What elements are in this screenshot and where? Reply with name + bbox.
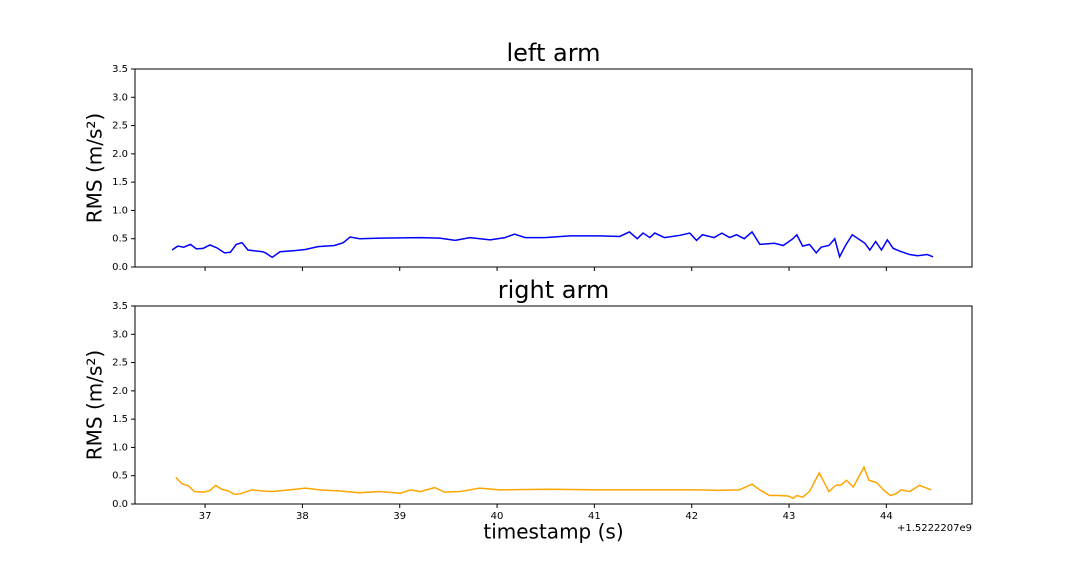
y-tick-label: 2.0 — [112, 386, 128, 397]
x-tick-label: 42 — [685, 511, 698, 522]
x-axis-label: timestamp (s) — [483, 520, 623, 544]
x-tick-label: 43 — [783, 511, 796, 522]
x-tick-label: 37 — [199, 511, 212, 522]
y-axis-label: RMS (m/s²) — [83, 113, 107, 223]
y-tick-label: 0.0 — [112, 262, 128, 273]
x-tick-label: 38 — [296, 511, 309, 522]
x-tick-label: 39 — [393, 511, 406, 522]
y-tick-label: 1.5 — [112, 177, 128, 188]
subplot-title: right arm — [498, 276, 610, 304]
y-tick-label: 1.0 — [112, 442, 128, 453]
y-tick-label: 0.0 — [112, 499, 128, 510]
y-tick-label: 0.5 — [112, 234, 128, 245]
subplot-title: left arm — [506, 39, 600, 67]
y-tick-label: 1.5 — [112, 414, 128, 425]
data-line — [175, 465, 932, 500]
y-tick-label: 3.5 — [112, 301, 128, 312]
x-tick-label: 40 — [491, 511, 504, 522]
y-tick-label: 3.0 — [112, 329, 128, 340]
y-tick-label: 3.5 — [112, 64, 128, 75]
y-tick-label: 1.0 — [112, 205, 128, 216]
y-tick-label: 2.5 — [112, 358, 128, 369]
y-tick-label: 0.5 — [112, 471, 128, 482]
y-tick-label: 2.5 — [112, 121, 128, 132]
axes-frame — [134, 68, 973, 268]
x-tick-label: 41 — [588, 511, 601, 522]
axes-frame — [134, 305, 973, 505]
x-tick-label: 44 — [880, 511, 893, 522]
data-line — [171, 230, 934, 259]
x-offset-text: +1.5222207e9 — [897, 523, 972, 534]
y-axis-label: RMS (m/s²) — [83, 350, 107, 460]
y-tick-label: 2.0 — [112, 149, 128, 160]
y-tick-label: 3.0 — [112, 92, 128, 103]
